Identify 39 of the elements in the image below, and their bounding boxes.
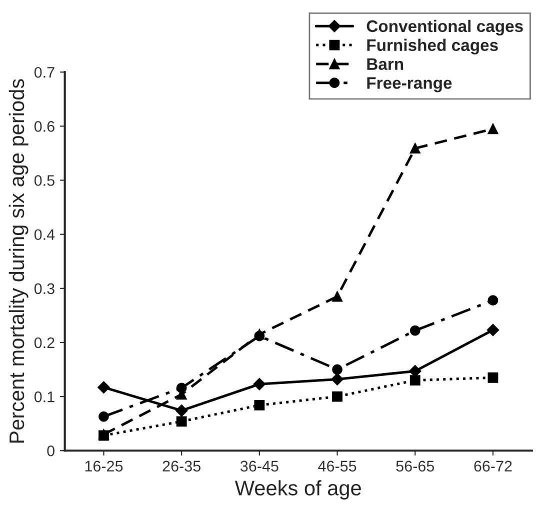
point [488,124,498,134]
x-tick-label: 16-25 [85,460,123,472]
legend-label: Furnished cages [367,38,498,54]
y-axis-title: Percent mortality during six age periods [8,79,28,443]
point [488,295,498,306]
point [488,372,498,383]
y-tick-label: 0.2 [34,337,54,348]
point [176,416,187,427]
point [254,330,265,342]
legend-label: Free-range [367,77,452,92]
x-tick-label: 26-35 [162,460,200,472]
point [253,378,266,390]
point [332,291,342,302]
legend-label: Conventional cages [366,20,523,36]
y-tick-label: 0.4 [34,229,55,240]
x-tick-label: 66-72 [474,460,512,472]
point [254,400,265,410]
y-tick-label: 0.3 [34,283,54,294]
point [410,143,420,154]
point [331,373,344,386]
y-tick-label: 0.7 [34,66,54,78]
x-tick-label: 36-45 [240,460,278,472]
point [98,411,109,422]
point [486,324,500,336]
point [175,404,188,417]
point [332,364,342,375]
point [98,381,110,394]
point [410,375,420,386]
y-tick-label: 0.5 [34,175,54,186]
x-axis-title: Weeks of age [234,480,361,500]
legend-label: Barn [367,58,404,70]
y-tick-label: 0 [47,445,54,456]
point [176,382,187,394]
point [410,325,420,336]
x-tick-label: 56-65 [396,460,434,472]
x-tick-label: 46-55 [318,460,356,472]
y-tick-label: 0.6 [34,121,54,132]
point [332,391,342,402]
y-tick-label: 0.1 [34,391,54,402]
